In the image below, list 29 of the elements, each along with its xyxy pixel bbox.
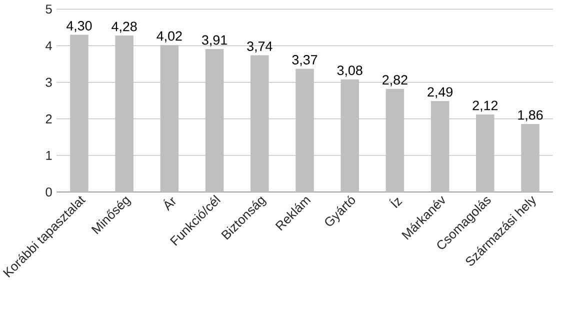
bar bbox=[70, 34, 88, 192]
bar bbox=[296, 68, 314, 192]
y-tick-label: 5 bbox=[46, 4, 52, 14]
bar bbox=[386, 89, 404, 192]
x-tick-label: Íz bbox=[390, 198, 402, 208]
bar bbox=[160, 45, 179, 192]
data-label: 3,74 bbox=[247, 42, 272, 53]
y-tick-label: 1 bbox=[46, 151, 52, 160]
y-tick-label: 0 bbox=[46, 188, 52, 197]
bar bbox=[340, 80, 359, 192]
bar bbox=[430, 101, 450, 192]
bar bbox=[205, 49, 224, 192]
data-label: 2,49 bbox=[428, 87, 452, 98]
y-tick-label: 3 bbox=[46, 78, 52, 88]
data-label: 4,02 bbox=[156, 31, 182, 43]
data-label: 4,30 bbox=[66, 21, 92, 32]
bar bbox=[521, 124, 540, 192]
data-label: 3,08 bbox=[337, 66, 362, 77]
data-label: 4,28 bbox=[112, 22, 137, 34]
bar bbox=[476, 114, 494, 192]
bar bbox=[115, 36, 134, 192]
data-label: 3,37 bbox=[292, 55, 318, 66]
data-label: 2,12 bbox=[472, 100, 498, 112]
y-tick-label: 2 bbox=[46, 114, 52, 124]
data-label: 3,91 bbox=[202, 36, 227, 47]
data-label: 2,82 bbox=[382, 75, 408, 86]
bar bbox=[250, 55, 269, 192]
y-tick-label: 4 bbox=[46, 42, 52, 50]
data-label: 1,86 bbox=[518, 110, 543, 122]
